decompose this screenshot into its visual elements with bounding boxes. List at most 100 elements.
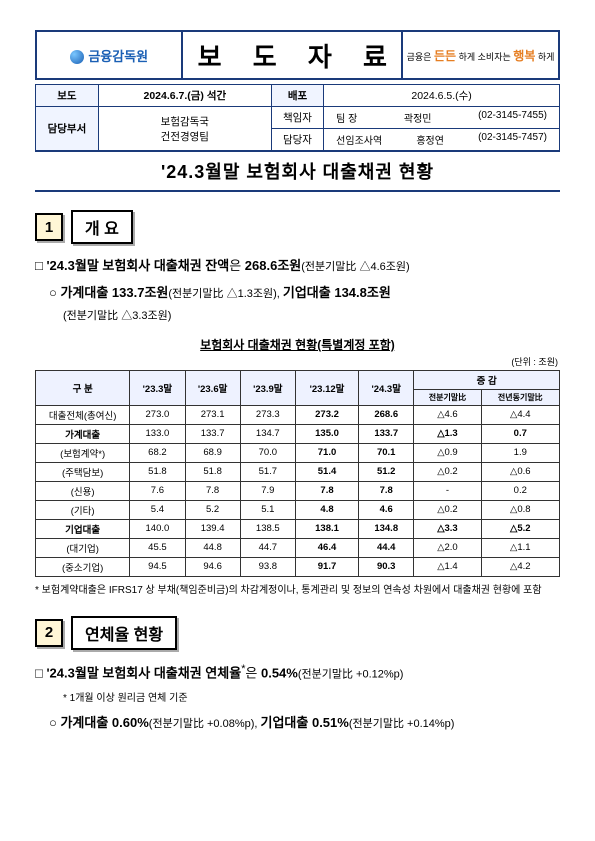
cell: 140.0 bbox=[130, 519, 185, 538]
cell: 268.6 bbox=[359, 405, 414, 424]
th: '23.9말 bbox=[240, 370, 295, 405]
cell: 51.2 bbox=[359, 462, 414, 481]
text: (전분기말比 +0.14%p) bbox=[349, 718, 455, 730]
cell: 90.3 bbox=[359, 557, 414, 576]
cell: △0.2 bbox=[414, 462, 481, 481]
cell: 133.7 bbox=[185, 424, 240, 443]
table-row: 가계대출133.0133.7134.7135.0133.7△1.30.7 bbox=[36, 424, 560, 443]
press-title: 보 도 자 료 bbox=[182, 31, 402, 79]
meta-table: 보도 2024.6.7.(금) 석간 배포 2024.6.5.(수) 담당부서 … bbox=[35, 84, 560, 151]
text: (전분기말比 +0.12%p) bbox=[298, 668, 404, 680]
cell: 5.1 bbox=[240, 500, 295, 519]
cell: 5.4 bbox=[130, 500, 185, 519]
slogan-text: 하게 소비자는 bbox=[459, 52, 511, 62]
para-4: ○ 가계대출 0.60%(전분기말比 +0.08%p), 기업대출 0.51%(… bbox=[49, 712, 560, 734]
table-footnote: * 보험계약대출은 IFRS17 상 부채(책임준비금)의 차감계정이나, 통계… bbox=[35, 583, 560, 598]
cell: △4.4 bbox=[481, 405, 559, 424]
text: ○ bbox=[49, 285, 60, 300]
cell: 70.0 bbox=[240, 443, 295, 462]
text: 가계대출 133.7조원 bbox=[60, 285, 168, 300]
cell: △4.6 bbox=[414, 405, 481, 424]
table-row: (중소기업)94.594.693.891.790.3△1.4△4.2 bbox=[36, 557, 560, 576]
logo-icon bbox=[70, 50, 84, 64]
cell: 273.1 bbox=[185, 405, 240, 424]
text: 268.6조원 bbox=[245, 258, 301, 273]
slogan: 금융은 든든 하게 소비자는 행복 하게 bbox=[402, 31, 559, 79]
section-2-head: 2 연체율 현황 bbox=[35, 616, 560, 650]
cell: 71.0 bbox=[295, 443, 358, 462]
cell: 7.6 bbox=[130, 481, 185, 500]
th: 전분기말比 bbox=[414, 389, 481, 405]
cell: 273.2 bbox=[295, 405, 358, 424]
org-logo-cell: 금융감독원 bbox=[36, 31, 182, 79]
table-row: (보험계약*)68.268.970.071.070.1△0.91.9 bbox=[36, 443, 560, 462]
cell: △2.0 bbox=[414, 538, 481, 557]
section-1-head: 1 개 요 bbox=[35, 210, 560, 244]
row-label: (대기업) bbox=[36, 538, 130, 557]
contact-name: 홍정연 bbox=[416, 132, 444, 147]
cell: 93.8 bbox=[240, 557, 295, 576]
text: □ '24.3월말 보험회사 대출채권 연체율 bbox=[35, 665, 241, 680]
section-number: 1 bbox=[35, 213, 63, 241]
contact-row: 선임조사역 홍정연 (02-3145-7457) bbox=[324, 129, 560, 151]
cell: 0.2 bbox=[481, 481, 559, 500]
section-number: 2 bbox=[35, 619, 63, 647]
cell: 68.2 bbox=[130, 443, 185, 462]
cell: 139.4 bbox=[185, 519, 240, 538]
note: * 1개월 이상 원리금 연체 기준 bbox=[63, 689, 560, 704]
cell: 5.2 bbox=[185, 500, 240, 519]
cell: 7.8 bbox=[359, 481, 414, 500]
slogan-text: 하게 bbox=[538, 52, 555, 62]
table-row: 기업대출140.0139.4138.5138.1134.8△3.3△5.2 bbox=[36, 519, 560, 538]
table-row: (대기업)45.544.844.746.444.4△2.0△1.1 bbox=[36, 538, 560, 557]
text: (전분기말比 △4.6조원) bbox=[301, 261, 409, 273]
meta-label: 담당부서 bbox=[36, 107, 99, 151]
cell: △0.6 bbox=[481, 462, 559, 481]
cell: △5.2 bbox=[481, 519, 559, 538]
cell: 68.9 bbox=[185, 443, 240, 462]
cell: 4.8 bbox=[295, 500, 358, 519]
cell: 44.4 bbox=[359, 538, 414, 557]
table-body: 대출전체(총여신)273.0273.1273.3273.2268.6△4.6△4… bbox=[36, 405, 560, 576]
table-title: 보험회사 대출채권 현황(특별계정 포함) bbox=[35, 336, 560, 353]
cell: 94.6 bbox=[185, 557, 240, 576]
cell: 273.3 bbox=[240, 405, 295, 424]
table-row: (기타)5.45.25.14.84.6△0.2△0.8 bbox=[36, 500, 560, 519]
cell: 4.6 bbox=[359, 500, 414, 519]
text: 은 bbox=[245, 665, 261, 680]
section-title: 개 요 bbox=[71, 210, 133, 244]
cell: - bbox=[414, 481, 481, 500]
th: 구 분 bbox=[36, 370, 130, 405]
row-label: 대출전체(총여신) bbox=[36, 405, 130, 424]
cell: 51.8 bbox=[185, 462, 240, 481]
table-row: 대출전체(총여신)273.0273.1273.3273.2268.6△4.6△4… bbox=[36, 405, 560, 424]
cell: 94.5 bbox=[130, 557, 185, 576]
th: 전년동기말比 bbox=[481, 389, 559, 405]
doc-title: '24.3월말 보험회사 대출채권 현황 bbox=[161, 162, 434, 182]
cell: △1.1 bbox=[481, 538, 559, 557]
row-label: (중소기업) bbox=[36, 557, 130, 576]
text: (전분기말比 +0.08%p), bbox=[149, 718, 261, 730]
th: '23.6말 bbox=[185, 370, 240, 405]
th: '24.3말 bbox=[359, 370, 414, 405]
contact-role: 선임조사역 bbox=[336, 132, 382, 147]
contact-role: 팀 장 bbox=[336, 110, 357, 125]
cell: △0.2 bbox=[414, 500, 481, 519]
contact-row: 팀 장 곽정민 (02-3145-7455) bbox=[324, 107, 560, 129]
row-label: 가계대출 bbox=[36, 424, 130, 443]
meta-label: 책임자 bbox=[271, 107, 323, 129]
para-3: □ '24.3월말 보험회사 대출채권 연체율*은 0.54%(전분기말比 +0… bbox=[35, 660, 560, 685]
cell: 44.8 bbox=[185, 538, 240, 557]
meta-label: 담당자 bbox=[271, 129, 323, 151]
cell: △0.8 bbox=[481, 500, 559, 519]
contact-name: 곽정민 bbox=[404, 110, 432, 125]
cell: 7.9 bbox=[240, 481, 295, 500]
slogan-strong: 행복 bbox=[513, 49, 535, 63]
th: 증 감 bbox=[414, 370, 560, 389]
table-unit: (단위 : 조원) bbox=[35, 355, 560, 368]
meta-value: 2024.6.5.(수) bbox=[324, 85, 560, 107]
cell: △4.2 bbox=[481, 557, 559, 576]
text: 가계대출 0.60% bbox=[60, 715, 148, 730]
row-label: 기업대출 bbox=[36, 519, 130, 538]
cell: 45.5 bbox=[130, 538, 185, 557]
